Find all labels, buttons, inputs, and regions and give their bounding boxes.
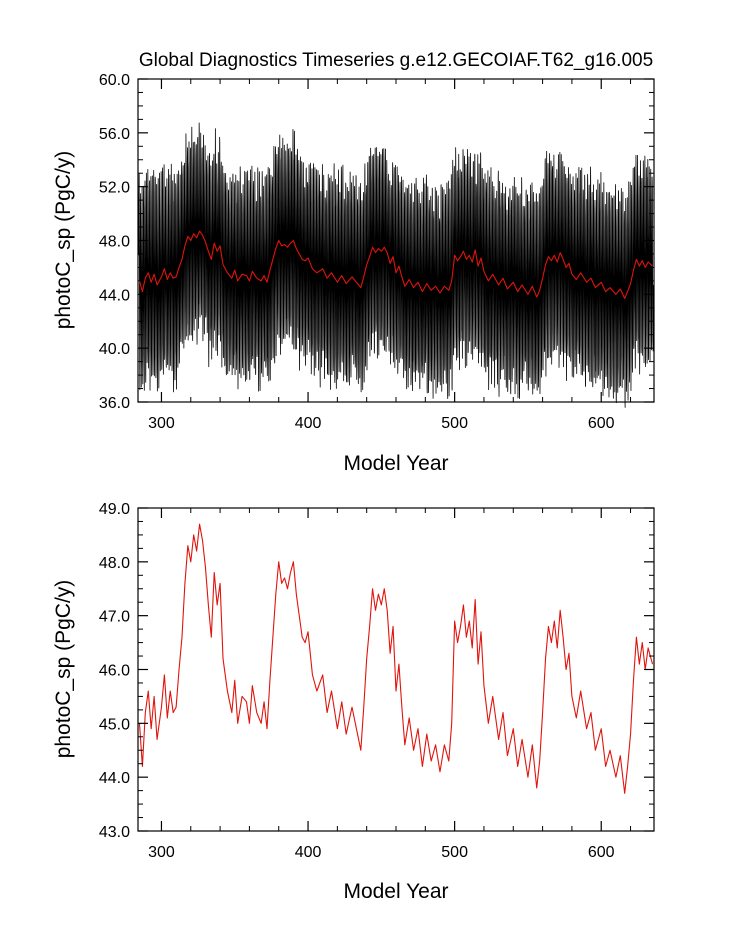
bottom-x-tick-label: 300 (148, 844, 175, 861)
top-panel: 300 400 500 600 36.0 40.0 44.0 48.0 52.0 56.0 60.0… (52, 72, 655, 475)
top-y-tick-label: 52.0 (99, 180, 130, 197)
series-line-annual-mean-bottom (138, 523, 654, 794)
top-y-tick-label: 48.0 (99, 234, 130, 251)
bottom-y-tick-label: 48.0 (99, 555, 130, 572)
bottom-y-tick-label: 43.0 (99, 824, 130, 841)
bottom-panel: 300 400 500 600 43.0 44.0 45.0 46.0 47.0 48.0 49.0… (52, 501, 655, 903)
bottom-x-tick-label: 600 (588, 844, 615, 861)
top-x-tick-label: 300 (148, 415, 175, 432)
top-x-tick-label: 600 (588, 415, 615, 432)
chart-title: Global Diagnostics Timeseries g.e12.GECO… (139, 50, 653, 71)
bottom-y-tick-label: 47.0 (99, 609, 130, 626)
bottom-plot-background (138, 508, 654, 831)
bottom-x-tick-label: 400 (295, 844, 322, 861)
bottom-y-tick-label: 45.0 (99, 716, 130, 733)
bottom-y-tick-label: 49.0 (99, 501, 130, 518)
bottom-y-axis-label: photoC_sp (PgC/y) (52, 580, 75, 759)
top-x-axis-label: Model Year (343, 452, 448, 475)
bottom-axis-ticks: 300 400 500 600 43.0 44.0 45.0 46.0 47.0 48.0 49.0 (99, 501, 654, 861)
top-x-tick-label: 400 (295, 415, 322, 432)
top-y-tick-label: 56.0 (99, 126, 130, 143)
bottom-plot-marks (138, 523, 654, 794)
bottom-x-axis-label: Model Year (343, 880, 448, 903)
top-y-tick-label: 60.0 (99, 72, 130, 89)
top-y-tick-label: 36.0 (99, 395, 130, 412)
series-line-annual-mean-top (138, 230, 653, 299)
top-y-tick-label: 40.0 (99, 341, 130, 358)
bottom-x-tick-label: 500 (441, 844, 468, 861)
series-line-monthly (138, 122, 654, 408)
bottom-y-tick-label: 44.0 (99, 770, 130, 787)
bottom-y-tick-label: 46.0 (99, 663, 130, 680)
top-y-axis-label: photoC_sp (PgC/y) (52, 151, 75, 330)
top-y-tick-label: 44.0 (99, 287, 130, 304)
top-x-tick-label: 500 (441, 415, 468, 432)
top-plot-marks (138, 122, 654, 408)
top-axis-ticks: 300 400 500 600 36.0 40.0 44.0 48.0 52.0 56.0 60.0 (99, 72, 654, 432)
